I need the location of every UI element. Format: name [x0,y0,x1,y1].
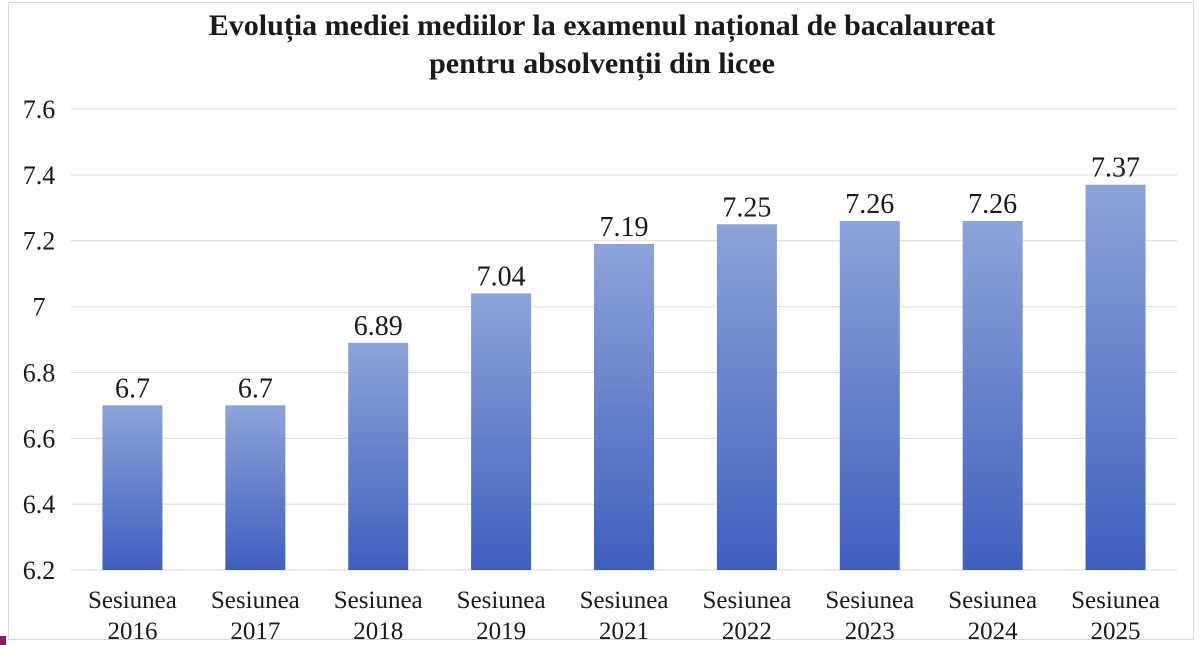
x-tick-label: Sesiunea [702,587,791,614]
y-tick-label: 6.6 [23,424,56,453]
bar [225,405,286,570]
y-axis-ticks: 6.2 6.4 6.6 6.8 7 7.2 7.4 7.6 [23,95,56,585]
x-tick-label: Sesiunea [825,587,914,614]
x-tick-label: Sesiunea [580,587,669,614]
data-label: 7.19 [600,212,649,243]
y-tick-label: 7.6 [23,95,56,124]
chart-title-line-2: pentru absolvenții din licee [429,47,775,80]
data-labels: 6.7 6.7 6.89 7.04 7.19 7.25 7.26 7.26 7.37 [115,153,1140,405]
bar-chart: 6.2 6.4 6.6 6.8 7 7.2 7.4 7.6 6.7 6.7 6.89 7.04 7.1… [23,95,1177,641]
x-tick-label: Sesiunea [948,587,1037,614]
x-tick-label: Sesiunea [1071,587,1160,614]
y-tick-label: 7 [33,293,46,322]
y-tick-label: 7.2 [23,227,56,256]
edge-accent [0,636,6,645]
bar [102,405,163,570]
x-tick-label: Sesiunea [457,587,546,614]
x-tick-label: 2023 [845,618,895,641]
data-label: 6.7 [238,373,273,404]
x-tick-label: 2018 [353,618,403,641]
data-label: 7.26 [968,189,1017,220]
y-tick-label: 6.4 [23,490,56,519]
data-label: 6.89 [354,311,403,342]
x-tick-label: Sesiunea [334,587,423,614]
data-label: 7.25 [722,192,771,223]
chart-frame: Evoluția mediei mediilor la examenul naț… [8,2,1195,641]
chart-title: Evoluția mediei mediilor la examenul naț… [9,7,1195,83]
bar [839,220,900,570]
x-tick-label: 2016 [107,618,157,641]
x-tick-label: 2019 [476,618,526,641]
x-tick-label: 2021 [599,618,649,641]
data-label: 7.26 [845,189,894,220]
y-tick-label: 7.4 [23,161,56,190]
chart-title-line-1: Evoluția mediei mediilor la examenul naț… [208,9,996,42]
x-tick-label: Sesiunea [211,587,300,614]
x-tick-label: 2022 [722,618,772,641]
data-label: 7.37 [1091,153,1140,184]
x-tick-label: 2017 [230,618,280,641]
x-tick-label: Sesiunea [88,587,177,614]
x-tick-label: 2024 [968,618,1019,641]
bar [962,220,1023,570]
bars [102,184,1146,570]
x-axis-ticks: Sesiunea 2016 Sesiunea 2017 Sesiunea 2018 Sesi… [88,587,1160,641]
data-label: 6.7 [115,373,150,404]
bar [471,293,532,570]
y-tick-label: 6.8 [23,358,56,387]
bar [1085,184,1146,570]
y-tick-label: 6.2 [23,556,56,585]
data-label: 7.04 [477,261,526,292]
bar [716,224,777,570]
bar [594,244,654,570]
bar [348,342,409,570]
x-tick-label: 2025 [1091,618,1141,641]
